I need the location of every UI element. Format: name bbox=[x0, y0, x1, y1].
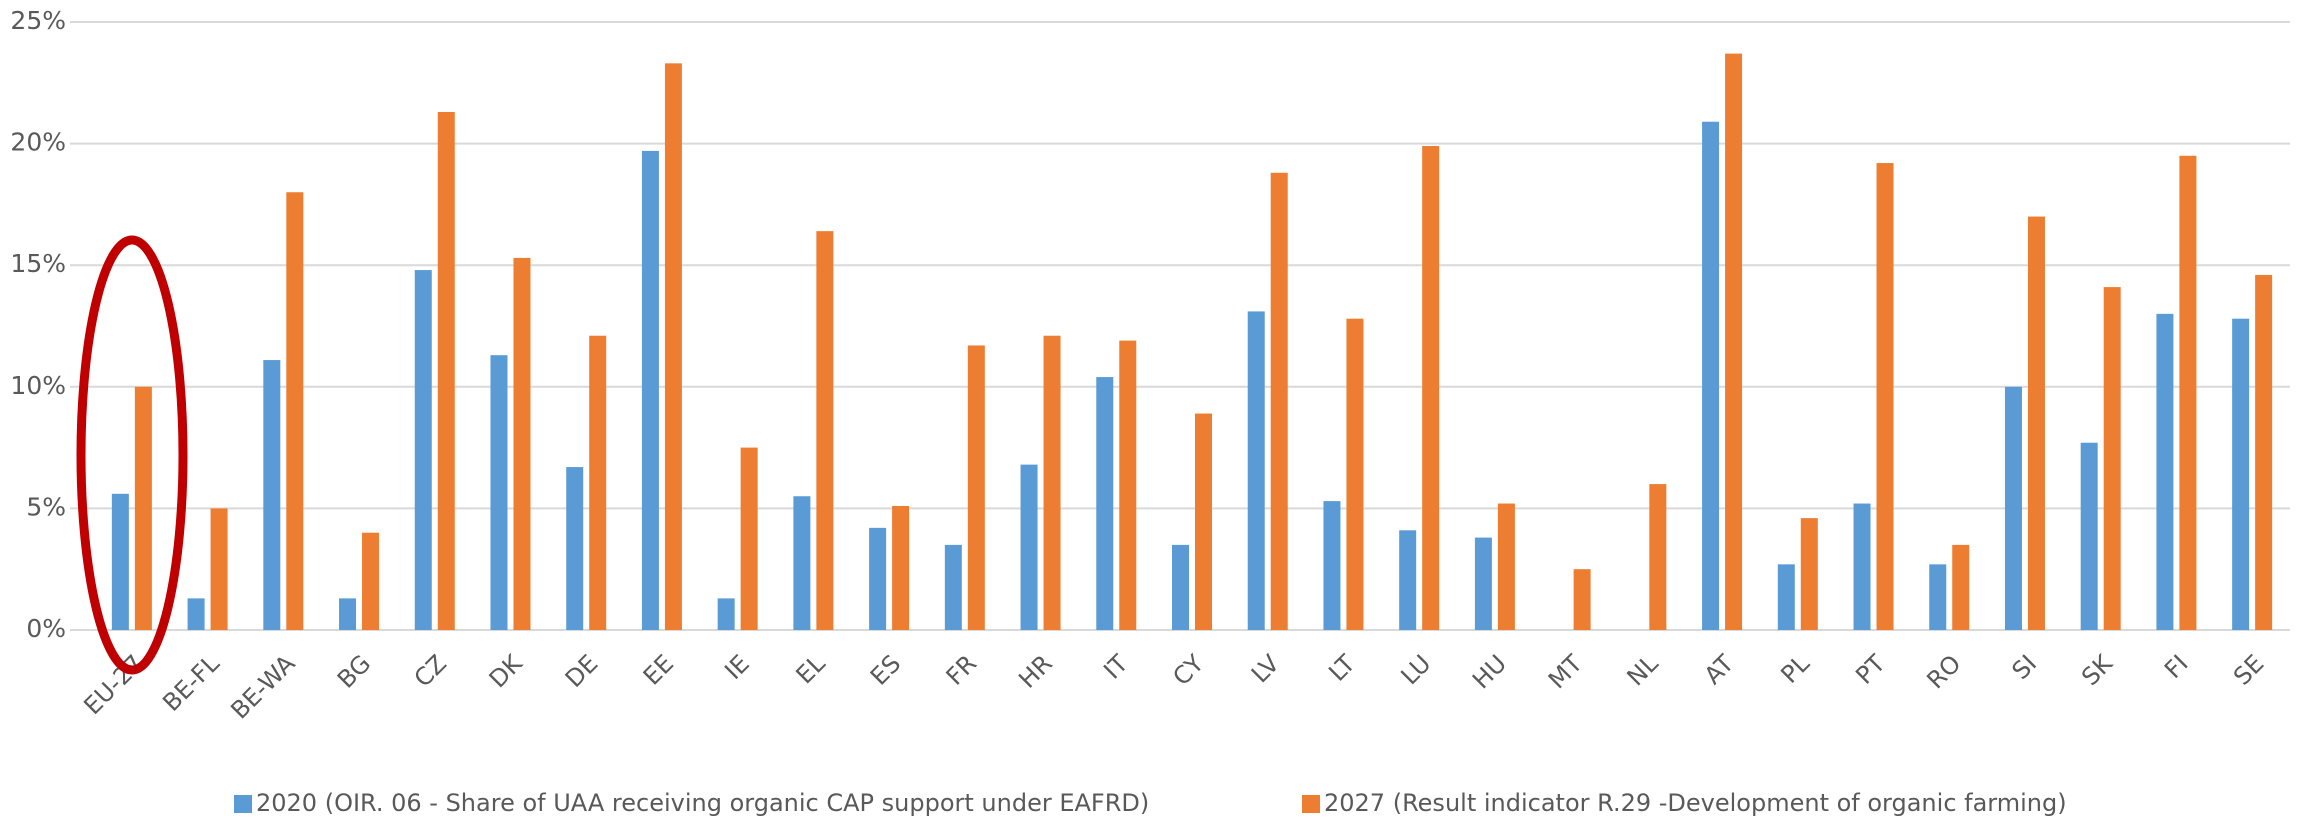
bars bbox=[111, 53, 2273, 631]
bar bbox=[414, 270, 432, 630]
bar bbox=[1172, 544, 1189, 630]
bar bbox=[967, 345, 985, 630]
x-tick-label: SI bbox=[2007, 649, 2043, 685]
bar bbox=[1800, 518, 1818, 630]
legend-label: 2020 (OIR. 06 - Share of UAA receiving o… bbox=[256, 789, 1149, 817]
x-tick-label: BE-WA bbox=[225, 649, 300, 724]
bar bbox=[1422, 146, 1440, 631]
bar bbox=[566, 467, 584, 630]
x-tick-label: NL bbox=[1622, 649, 1664, 691]
x-tick-label: CY bbox=[1167, 649, 1209, 691]
y-tick-label: 5% bbox=[26, 492, 66, 521]
bar bbox=[1497, 503, 1515, 630]
bar bbox=[339, 598, 357, 630]
bar bbox=[187, 598, 205, 630]
bar bbox=[869, 527, 887, 630]
x-tick-label: IT bbox=[1098, 649, 1133, 684]
bar bbox=[892, 505, 910, 630]
x-tick-label: LU bbox=[1396, 649, 1437, 690]
bar bbox=[362, 532, 380, 630]
x-tick-label: LT bbox=[1323, 649, 1361, 687]
bar bbox=[134, 386, 152, 630]
bar bbox=[2004, 386, 2022, 630]
x-tick-label: BG bbox=[332, 649, 376, 693]
bar bbox=[2080, 442, 2098, 630]
legend-swatch bbox=[234, 795, 252, 813]
bar bbox=[111, 493, 129, 630]
bar bbox=[1346, 318, 1364, 630]
bar bbox=[1247, 311, 1265, 630]
bar bbox=[1725, 53, 1743, 630]
bar bbox=[2255, 274, 2273, 630]
x-tick-label: LV bbox=[1246, 649, 1285, 688]
bar bbox=[490, 355, 508, 630]
bar bbox=[1573, 569, 1591, 630]
x-tick-label: PL bbox=[1775, 649, 1815, 689]
bar bbox=[513, 257, 531, 630]
y-tick-label: 10% bbox=[10, 371, 66, 400]
x-tick-label: CZ bbox=[409, 649, 452, 692]
bar bbox=[2179, 155, 2197, 630]
x-tick-label: DK bbox=[484, 649, 529, 694]
bar bbox=[2103, 287, 2121, 630]
x-tick-label: SK bbox=[2076, 649, 2119, 692]
bar bbox=[944, 544, 962, 630]
x-tick-label: ES bbox=[865, 649, 906, 690]
bar bbox=[1096, 377, 1114, 630]
legend: 2020 (OIR. 06 - Share of UAA receiving o… bbox=[234, 789, 2067, 817]
bar bbox=[740, 447, 758, 630]
bar bbox=[717, 598, 735, 630]
bar bbox=[1119, 340, 1137, 630]
bar bbox=[1876, 163, 1894, 630]
x-tick-label: AT bbox=[1699, 649, 1740, 690]
bar bbox=[1020, 464, 1038, 630]
bar bbox=[641, 150, 659, 630]
bar bbox=[1043, 335, 1061, 630]
bar bbox=[210, 508, 228, 630]
x-tick-label: HU bbox=[1467, 649, 1512, 694]
bar bbox=[1853, 503, 1871, 630]
bar bbox=[2156, 313, 2174, 630]
bar bbox=[664, 63, 682, 631]
bar bbox=[1952, 544, 1970, 630]
highlight-ellipse bbox=[76, 235, 188, 675]
bar bbox=[1270, 172, 1288, 630]
bar bbox=[1929, 564, 1947, 630]
legend-swatch bbox=[1302, 795, 1320, 813]
y-tick-label: 20% bbox=[10, 128, 66, 157]
x-tick-label: IE bbox=[719, 649, 755, 685]
x-tick-label: DE bbox=[560, 649, 604, 693]
y-tick-label: 0% bbox=[26, 614, 66, 643]
bar bbox=[589, 335, 607, 630]
y-tick-label: 15% bbox=[10, 249, 66, 278]
grid bbox=[70, 21, 2290, 631]
x-tick-label: EL bbox=[791, 649, 831, 689]
bar bbox=[437, 111, 455, 630]
bar bbox=[1702, 121, 1720, 630]
x-tick-label: SE bbox=[2228, 649, 2269, 690]
y-tick-label: 25% bbox=[10, 6, 66, 35]
x-tick-label: MT bbox=[1543, 649, 1588, 694]
x-tick-label: BE-FL bbox=[157, 649, 225, 717]
bar bbox=[1195, 413, 1212, 630]
bar bbox=[1323, 501, 1341, 630]
bar bbox=[2232, 318, 2250, 630]
x-tick-label: HR bbox=[1013, 649, 1057, 693]
bar bbox=[793, 496, 811, 630]
x-tick-label: PT bbox=[1850, 649, 1891, 690]
legend-label: 2027 (Result indicator R.29 -Development… bbox=[1324, 789, 2067, 817]
bar bbox=[1777, 564, 1795, 630]
x-tick-label: RO bbox=[1921, 649, 1966, 694]
x-tick-label: FR bbox=[941, 649, 982, 690]
bar bbox=[2027, 216, 2045, 630]
bar bbox=[263, 360, 281, 630]
bar bbox=[1399, 530, 1417, 630]
x-tick-label: FI bbox=[2159, 649, 2194, 684]
bar bbox=[286, 192, 304, 631]
bar bbox=[816, 231, 834, 631]
bar bbox=[1474, 537, 1492, 630]
bar bbox=[1649, 484, 1667, 630]
x-tick-label: EE bbox=[638, 649, 679, 690]
